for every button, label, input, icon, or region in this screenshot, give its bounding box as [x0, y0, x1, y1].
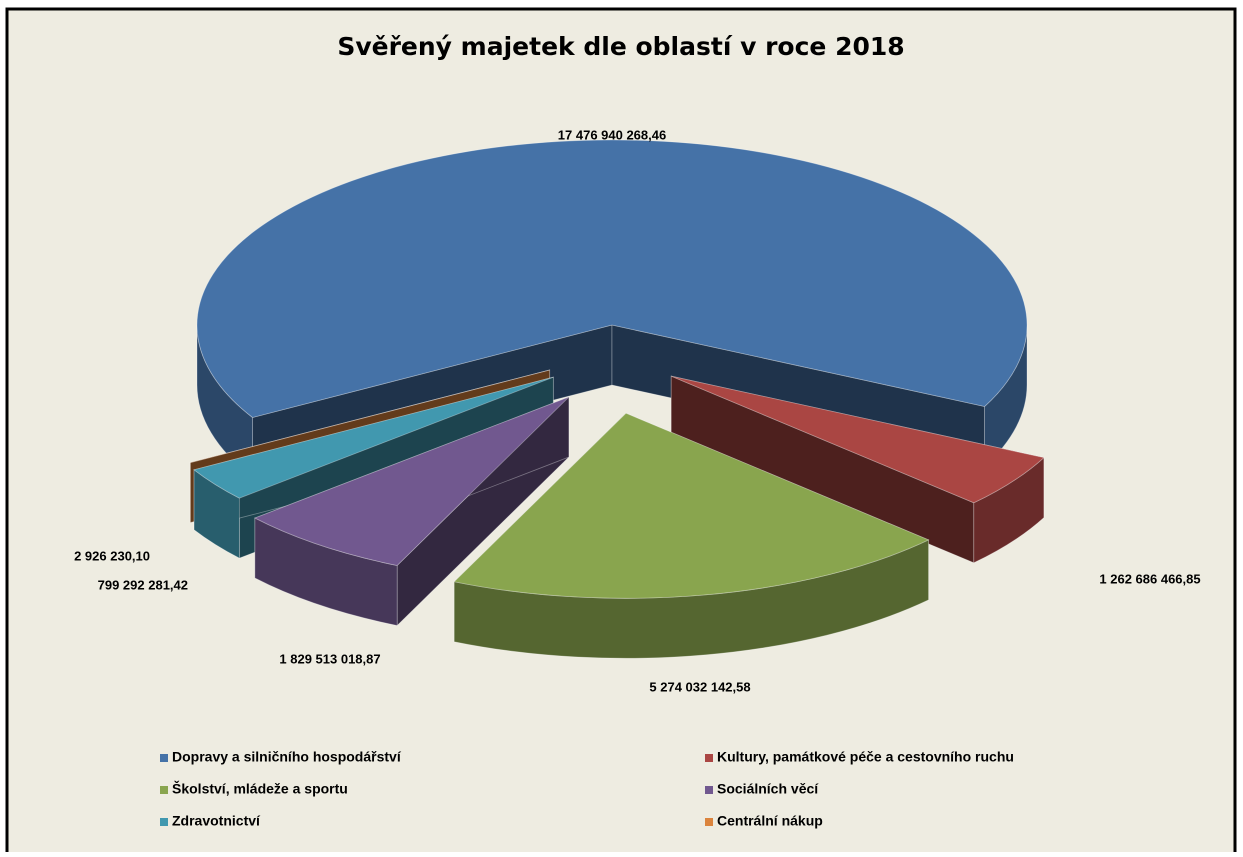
data-label: 2 926 230,10	[74, 548, 150, 563]
legend-label: Zdravotnictví	[172, 813, 261, 829]
legend-label: Centrální nákup	[717, 813, 823, 829]
legend-swatch	[160, 754, 168, 762]
legend-swatch	[705, 818, 713, 826]
data-label: 17 476 940 268,46	[558, 127, 666, 142]
legend-swatch	[160, 818, 168, 826]
data-label: 1 262 686 466,85	[1099, 571, 1200, 586]
data-label: 1 829 513 018,87	[279, 651, 380, 666]
legend-label: Kultury, památkové péče a cestovního ruc…	[717, 749, 1014, 765]
data-label: 5 274 032 142,58	[649, 679, 750, 694]
legend-label: Školství, mládeže a sportu	[172, 780, 348, 797]
legend-swatch	[705, 786, 713, 794]
legend-swatch	[705, 754, 713, 762]
legend-label: Sociálních věcí	[717, 781, 819, 797]
legend-swatch	[160, 786, 168, 794]
legend-label: Dopravy a silničního hospodářství	[172, 749, 402, 765]
data-label: 799 292 281,42	[98, 577, 188, 592]
chart-title: Svěřený majetek dle oblastí v roce 2018	[337, 32, 904, 61]
